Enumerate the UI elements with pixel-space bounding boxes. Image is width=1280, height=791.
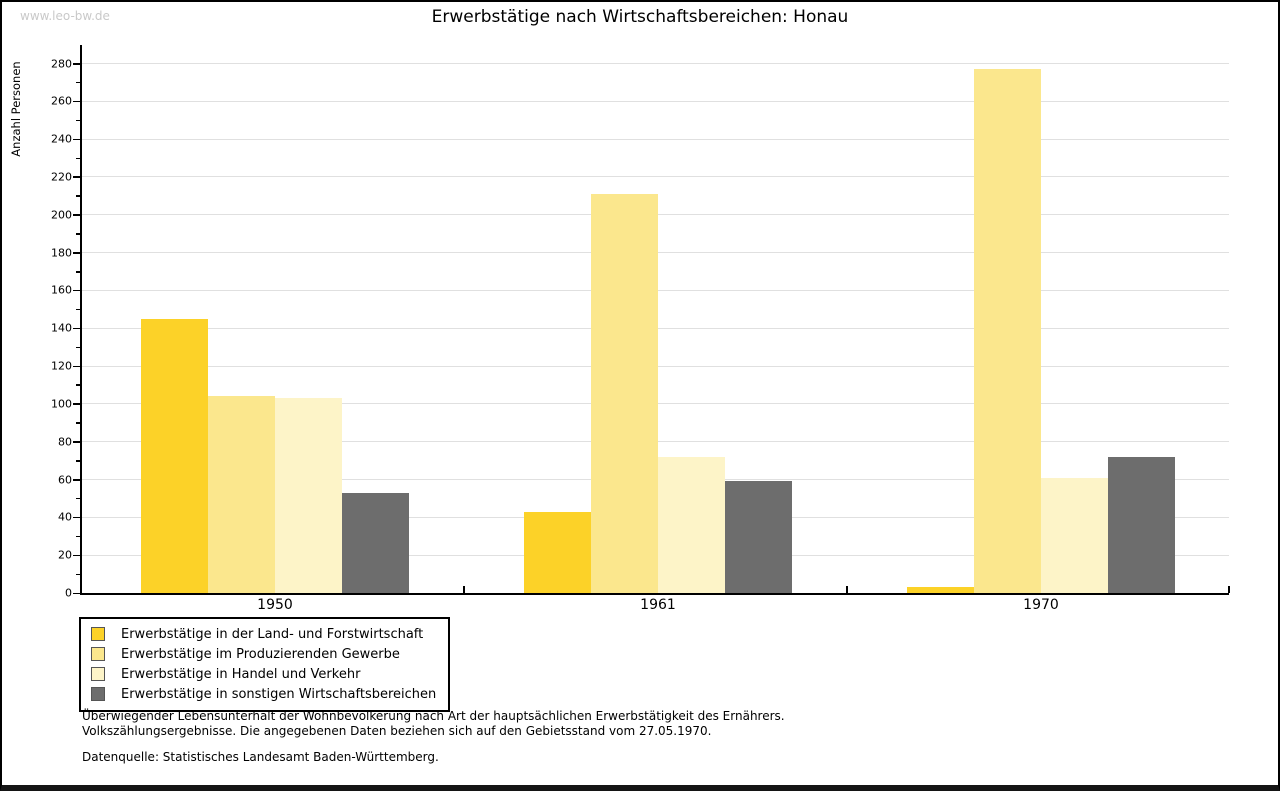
gridline bbox=[82, 100, 1229, 102]
legend-item: Erwerbstätige in Handel und Verkehr bbox=[89, 664, 440, 684]
y-axis-tick-label: 260 bbox=[51, 94, 72, 108]
legend-swatch bbox=[91, 687, 105, 701]
y-axis-major-tick bbox=[73, 516, 80, 519]
bar bbox=[1108, 456, 1175, 593]
y-axis-major-tick bbox=[73, 403, 80, 405]
bar bbox=[208, 396, 275, 593]
y-axis-tick-label: 120 bbox=[51, 359, 72, 373]
y-axis-minor-tick bbox=[76, 308, 80, 311]
y-axis-label: Anzahl Personen bbox=[9, 61, 23, 157]
bar bbox=[524, 511, 591, 593]
y-axis-tick-label: 160 bbox=[51, 283, 72, 297]
y-axis-minor-tick bbox=[76, 460, 80, 462]
legend-item: Erwerbstätige im Produzierenden Gewerbe bbox=[89, 644, 440, 664]
y-axis-major-tick bbox=[73, 176, 80, 178]
y-axis-minor-tick bbox=[76, 346, 80, 349]
x-axis-line bbox=[80, 593, 1229, 595]
x-axis-label: 1970 bbox=[1023, 597, 1059, 613]
legend-swatch bbox=[91, 667, 105, 681]
watermark: www.leo-bw.de bbox=[20, 9, 110, 23]
y-axis-tick-label: 100 bbox=[51, 397, 72, 411]
y-axis-tick-label: 220 bbox=[51, 170, 72, 184]
y-axis-major-tick bbox=[73, 100, 80, 103]
plot-area: 0 20 40 60 80 100 120 140 160 180 200 220 240 260 280 1… bbox=[51, 45, 1230, 613]
y-axis-minor-tick bbox=[76, 573, 80, 576]
legend-item: Erwerbstätige in sonstigen Wirtschaftsbe… bbox=[89, 684, 440, 704]
y-axis-tick-label: 0 bbox=[65, 586, 72, 600]
bar bbox=[907, 587, 974, 593]
y-axis-major-tick bbox=[73, 252, 80, 254]
y-axis-tick-label: 240 bbox=[51, 132, 72, 146]
y-axis-major-tick bbox=[73, 63, 80, 65]
x-axis-label: 1950 bbox=[257, 597, 293, 613]
legend-label: Erwerbstätige in der Land- und Forstwirt… bbox=[121, 626, 424, 642]
bar bbox=[342, 492, 409, 593]
bar bbox=[1041, 477, 1108, 593]
legend-item: Erwerbstätige in der Land- und Forstwirt… bbox=[89, 624, 440, 644]
y-axis-major-tick bbox=[73, 138, 80, 141]
bar bbox=[591, 193, 658, 593]
bar bbox=[141, 318, 208, 593]
y-axis-tick-label: 80 bbox=[58, 435, 72, 449]
y-axis-minor-tick bbox=[76, 497, 80, 500]
y-axis-minor-tick bbox=[76, 233, 80, 235]
legend-swatch bbox=[91, 647, 105, 661]
y-axis-line bbox=[80, 45, 82, 593]
y-axis-minor-tick bbox=[76, 384, 80, 386]
y-axis-major-tick bbox=[73, 554, 80, 557]
footnote-line-2: Volkszählungsergebnisse. Die angegebenen… bbox=[82, 724, 712, 738]
y-axis-minor-tick bbox=[76, 81, 80, 84]
y-axis-tick-label: 140 bbox=[51, 321, 72, 335]
x-axis-boundary-tick bbox=[846, 586, 848, 593]
y-axis-tick-label: 40 bbox=[58, 510, 72, 524]
footnote-line-1: Überwiegender Lebensunterhalt der Wohnbe… bbox=[82, 709, 785, 723]
y-axis-major-tick bbox=[73, 289, 80, 292]
y-axis-tick-label: 180 bbox=[51, 246, 72, 260]
x-axis-boundary-tick bbox=[1228, 586, 1230, 593]
y-axis-major-tick bbox=[73, 365, 80, 368]
y-axis-major-tick bbox=[73, 592, 80, 594]
x-axis-label: 1961 bbox=[640, 597, 676, 613]
y-axis-minor-tick bbox=[76, 535, 80, 538]
footnote-source: Datenquelle: Statistisches Landesamt Bad… bbox=[82, 750, 439, 764]
legend-label: Erwerbstätige in sonstigen Wirtschaftsbe… bbox=[121, 686, 437, 702]
y-axis-minor-tick bbox=[76, 119, 80, 122]
y-axis-minor-tick bbox=[76, 271, 80, 273]
chart-title: Erwerbstätige nach Wirtschaftsbereichen:… bbox=[431, 7, 849, 27]
legend-swatch bbox=[91, 627, 105, 641]
legend-label: Erwerbstätige in Handel und Verkehr bbox=[121, 666, 361, 682]
x-axis-boundary-tick bbox=[463, 586, 465, 593]
y-axis-major-tick bbox=[73, 214, 80, 216]
y-axis-major-tick bbox=[73, 479, 80, 481]
y-axis-tick-label: 280 bbox=[51, 57, 72, 70]
gridline bbox=[82, 176, 1229, 178]
y-axis-major-tick bbox=[73, 327, 80, 330]
gridline bbox=[82, 63, 1229, 64]
bar bbox=[974, 69, 1041, 593]
y-axis-major-tick bbox=[73, 441, 80, 443]
legend-label: Erwerbstätige im Produzierenden Gewerbe bbox=[121, 646, 400, 662]
y-axis-tick-label: 200 bbox=[51, 208, 72, 222]
y-axis-minor-tick bbox=[76, 157, 80, 160]
bar bbox=[658, 456, 725, 593]
gridline bbox=[82, 138, 1229, 140]
footnote: Überwiegender Lebensunterhalt der Wohnbe… bbox=[82, 709, 785, 739]
y-axis-minor-tick bbox=[76, 195, 80, 197]
bar bbox=[275, 398, 342, 593]
y-axis-tick-label: 60 bbox=[58, 473, 72, 487]
legend: Erwerbstätige in der Land- und Forstwirt… bbox=[79, 617, 450, 712]
y-axis-minor-tick bbox=[76, 422, 80, 424]
bar bbox=[725, 481, 792, 593]
y-axis-tick-label: 20 bbox=[58, 548, 72, 562]
